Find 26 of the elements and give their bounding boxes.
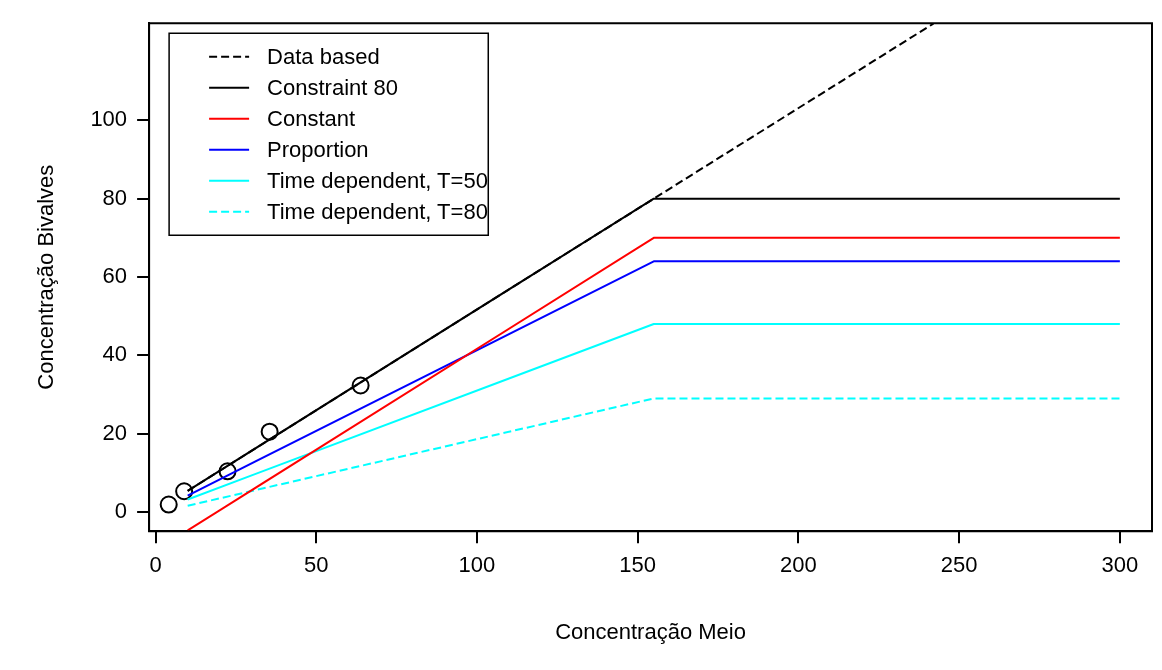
legend-label: Time dependent, T=50 [267,167,488,193]
x-tick-label: 50 [304,552,329,578]
x-axis-title: Concentração Meio [555,618,746,644]
legend-label: Constraint 80 [267,74,398,100]
point [260,422,279,441]
y-tick-label: 100 [90,106,128,132]
point [218,462,237,481]
y-tick-label: 40 [102,341,128,367]
x-tick-label: 150 [619,552,657,578]
y-tick-label: 80 [102,184,128,210]
x-tick-label: 250 [940,552,978,578]
x-tick-label: 200 [780,552,817,578]
y-axis-title: Concentração Bivalves [33,164,59,390]
legend-label: Data based [267,43,380,69]
legend-label: Constant [267,105,356,131]
point [351,376,370,395]
point [159,495,178,514]
y-tick-label: 0 [114,498,128,524]
x-tick-label: 0 [149,552,162,578]
legend-label: Time dependent, T=80 [267,198,488,224]
legend-label: Proportion [267,136,369,162]
x-tick-label: 300 [1101,552,1139,578]
y-tick-label: 20 [102,419,128,445]
y-tick-label: 60 [102,263,128,289]
x-tick-label: 100 [458,552,496,578]
point [175,482,194,501]
